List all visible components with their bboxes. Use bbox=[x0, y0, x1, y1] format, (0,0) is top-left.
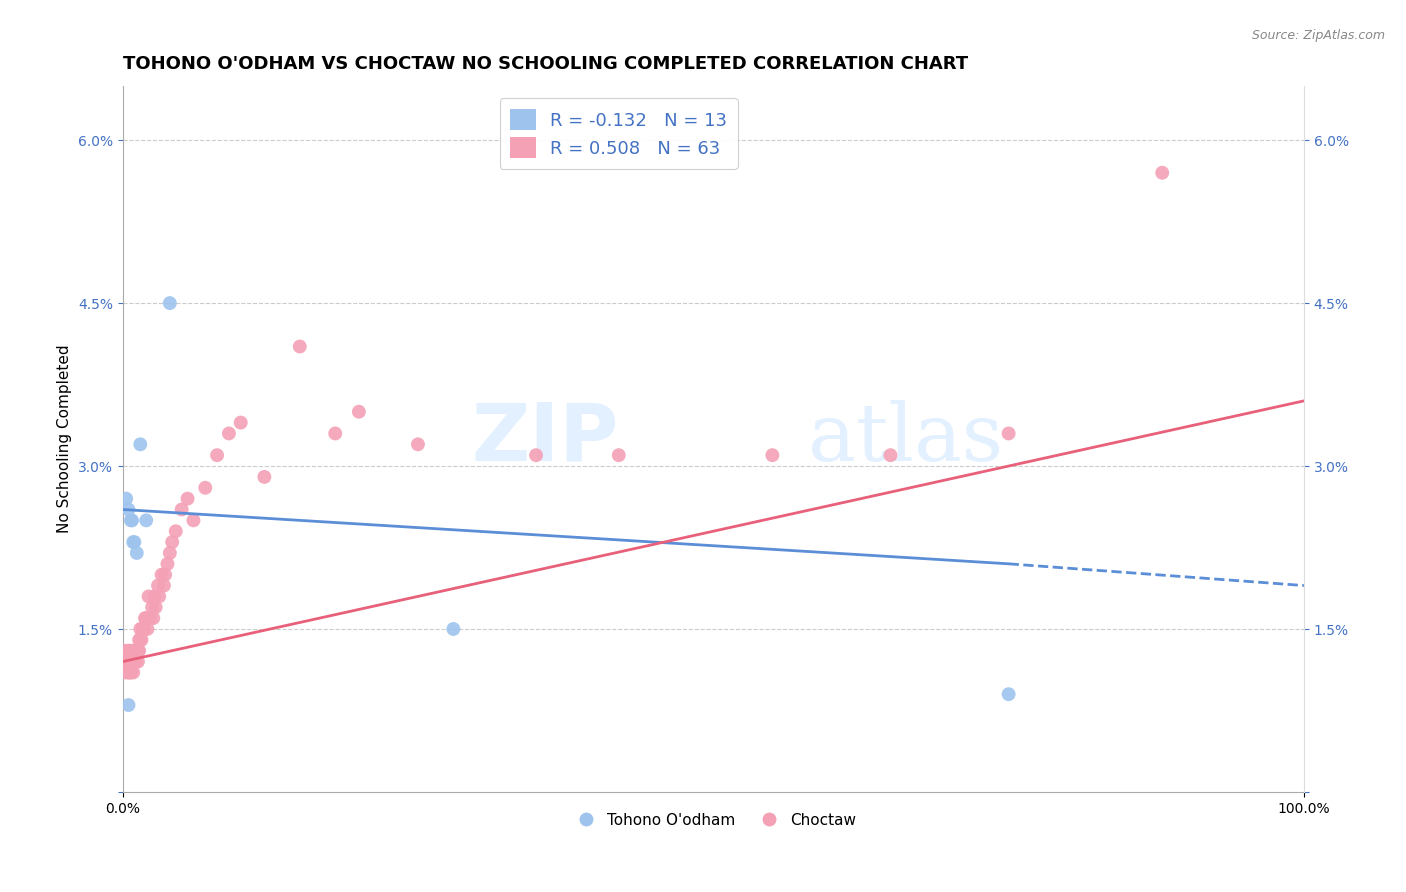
Point bbox=[115, 491, 138, 506]
Point bbox=[122, 655, 145, 669]
Point bbox=[347, 405, 370, 419]
Point bbox=[128, 632, 150, 647]
Point bbox=[121, 644, 143, 658]
Point bbox=[136, 622, 159, 636]
Point bbox=[142, 611, 165, 625]
Text: atlas: atlas bbox=[808, 400, 1002, 478]
Point bbox=[122, 535, 145, 549]
Point bbox=[125, 546, 148, 560]
Point bbox=[153, 567, 176, 582]
Point bbox=[125, 644, 148, 658]
Point bbox=[441, 622, 464, 636]
Point bbox=[118, 665, 141, 680]
Point bbox=[118, 644, 141, 658]
Point bbox=[135, 611, 157, 625]
Point bbox=[129, 632, 152, 647]
Point bbox=[288, 339, 311, 353]
Point bbox=[145, 600, 167, 615]
Text: TOHONO O'ODHAM VS CHOCTAW NO SCHOOLING COMPLETED CORRELATION CHART: TOHONO O'ODHAM VS CHOCTAW NO SCHOOLING C… bbox=[122, 55, 967, 73]
Point bbox=[205, 448, 228, 462]
Point bbox=[141, 600, 163, 615]
Point bbox=[997, 426, 1019, 441]
Point bbox=[115, 665, 138, 680]
Point bbox=[135, 513, 157, 527]
Point bbox=[132, 622, 155, 636]
Point bbox=[124, 644, 146, 658]
Point bbox=[120, 655, 142, 669]
Point bbox=[170, 502, 193, 516]
Point bbox=[148, 590, 170, 604]
Point bbox=[127, 644, 149, 658]
Point bbox=[127, 655, 149, 669]
Point bbox=[406, 437, 429, 451]
Point bbox=[121, 513, 143, 527]
Point bbox=[129, 622, 152, 636]
Point bbox=[229, 416, 252, 430]
Point bbox=[124, 535, 146, 549]
Point bbox=[194, 481, 217, 495]
Point bbox=[114, 644, 136, 658]
Point bbox=[761, 448, 783, 462]
Point bbox=[117, 502, 139, 516]
Y-axis label: No Schooling Completed: No Schooling Completed bbox=[58, 344, 72, 533]
Point bbox=[150, 567, 173, 582]
Point bbox=[139, 611, 162, 625]
Point bbox=[115, 655, 138, 669]
Point bbox=[117, 665, 139, 680]
Point bbox=[218, 426, 240, 441]
Point bbox=[156, 557, 179, 571]
Point bbox=[176, 491, 198, 506]
Point bbox=[524, 448, 547, 462]
Point bbox=[128, 644, 150, 658]
Point bbox=[143, 590, 166, 604]
Point bbox=[122, 665, 145, 680]
Point bbox=[146, 578, 169, 592]
Point bbox=[160, 535, 183, 549]
Text: Source: ZipAtlas.com: Source: ZipAtlas.com bbox=[1251, 29, 1385, 42]
Point bbox=[159, 296, 181, 310]
Point bbox=[879, 448, 901, 462]
Point bbox=[1152, 166, 1174, 180]
Point bbox=[138, 590, 160, 604]
Legend: Tohono O'odham, Choctaw: Tohono O'odham, Choctaw bbox=[564, 806, 862, 834]
Point bbox=[131, 622, 153, 636]
Point bbox=[120, 513, 142, 527]
Point bbox=[124, 655, 146, 669]
Point bbox=[117, 644, 139, 658]
Point bbox=[183, 513, 205, 527]
Point bbox=[607, 448, 630, 462]
Point bbox=[124, 655, 146, 669]
Point bbox=[997, 687, 1019, 701]
Point bbox=[153, 578, 176, 592]
Point bbox=[134, 611, 156, 625]
Point bbox=[131, 632, 153, 647]
Text: ZIP: ZIP bbox=[471, 400, 619, 478]
Point bbox=[253, 470, 276, 484]
Point bbox=[165, 524, 187, 539]
Point bbox=[117, 698, 139, 712]
Point bbox=[323, 426, 346, 441]
Point bbox=[117, 655, 139, 669]
Point bbox=[120, 665, 142, 680]
Point bbox=[124, 644, 146, 658]
Point bbox=[129, 437, 152, 451]
Point bbox=[159, 546, 181, 560]
